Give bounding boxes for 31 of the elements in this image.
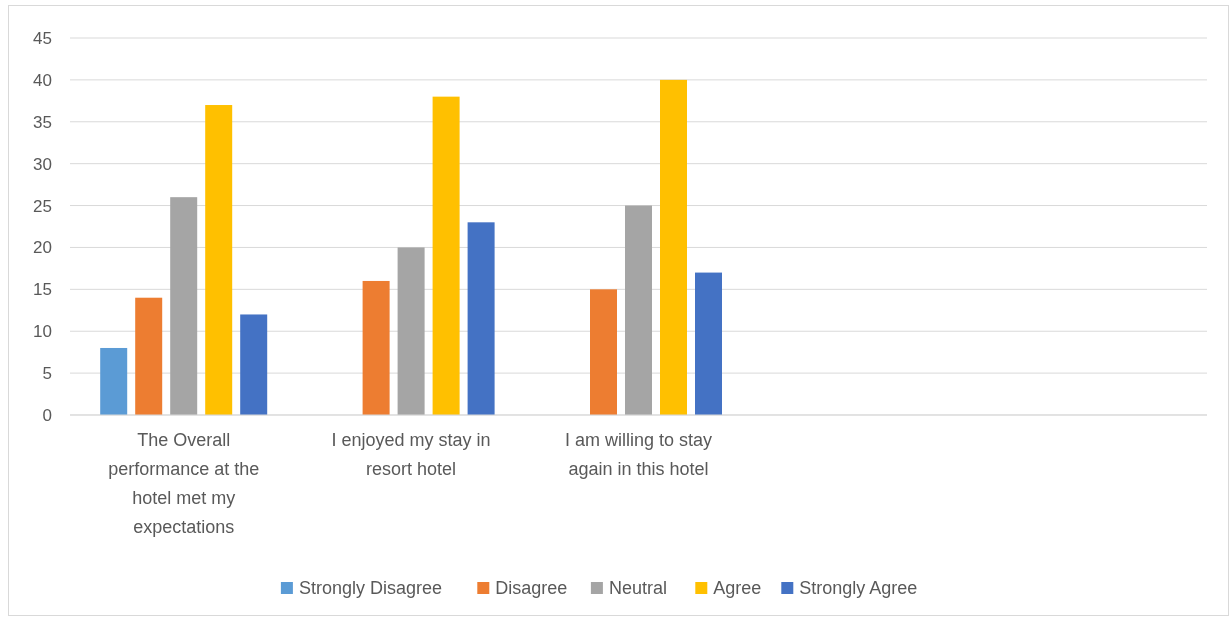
legend-label: Strongly Agree (799, 578, 918, 599)
bar (362, 280, 390, 415)
legend-label: Strongly Disagree (298, 578, 442, 599)
bar (135, 297, 163, 415)
bar (432, 96, 460, 415)
y-tick-label: 30 (33, 154, 52, 174)
x-tick-label: The Overall performance at the hotel met my expectations (108, 430, 260, 537)
x-tick-label: I enjoyed my stay in resort hotel (331, 430, 491, 479)
bar (397, 247, 425, 415)
bar (590, 289, 617, 415)
y-tick-label: 35 (33, 112, 52, 132)
legend-label: Neutral (608, 578, 667, 599)
bar (467, 222, 495, 415)
y-tick-label: 40 (33, 70, 52, 90)
bar (170, 197, 198, 415)
y-tick-label: 25 (33, 196, 52, 216)
y-tick-label: 45 (33, 28, 52, 48)
bar (205, 105, 233, 415)
y-tick-label: 5 (42, 364, 52, 384)
x-tick-label: I am willing to stay again in this hotel (564, 430, 713, 479)
y-tick-label: 0 (42, 405, 52, 425)
y-tick-label: 20 (33, 238, 52, 258)
bar (660, 79, 687, 415)
bar (695, 272, 722, 415)
y-tick-label: 15 (33, 280, 52, 300)
y-tick-label: 10 (33, 322, 52, 342)
legend-label: Disagree (495, 578, 568, 599)
bar (240, 314, 268, 415)
legend-label: Agree (713, 578, 762, 599)
bar (100, 347, 128, 415)
bar (625, 205, 652, 415)
